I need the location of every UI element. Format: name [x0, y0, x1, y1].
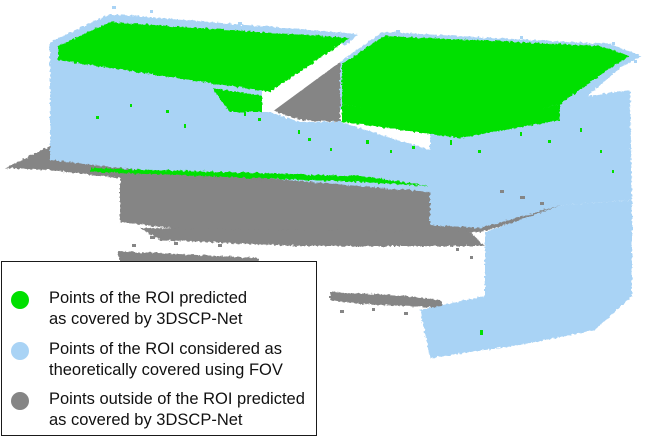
roof-gap: [262, 42, 352, 112]
legend-label-line: theoretically covered using FOV: [49, 361, 283, 379]
blue-wall-left: [50, 55, 430, 192]
legend-label-outside-roi: Points outside of the ROI predicted as c…: [49, 389, 305, 431]
legend-label-line: Points of the ROI predicted: [49, 289, 248, 307]
green-roof-left: [58, 22, 350, 92]
predicted-roi-points: [58, 22, 630, 186]
legend-label-theoretical-roi: Points of the ROI considered as theoreti…: [49, 339, 283, 381]
blue-wall-right-lower: [485, 200, 632, 350]
legend-item-outside-roi: Points outside of the ROI predicted as c…: [11, 389, 305, 431]
gray-step-upper: [140, 228, 485, 246]
blue-wall-step: [420, 296, 485, 358]
green-band-left: [212, 88, 262, 112]
scattered-blue-points: [112, 6, 637, 63]
scattered-green-points: [96, 104, 614, 335]
green-dot-icon: [11, 291, 29, 309]
legend-label-predicted-roi: Points of the ROI predicted as covered b…: [49, 288, 247, 330]
gray-gap-center: [272, 62, 340, 122]
legend-label-line: as covered by 3DSCP-Net: [49, 310, 243, 328]
green-roof-right: [342, 36, 630, 128]
legend-item-theoretical-roi: Points of the ROI considered as theoreti…: [11, 339, 283, 381]
gray-strip-bottom-right: [330, 292, 445, 308]
legend-label-line: as covered by 3DSCP-Net: [49, 411, 243, 429]
legend-label-line: Points outside of the ROI predicted: [49, 390, 305, 408]
green-band-right: [342, 104, 560, 138]
legend: Points of the ROI predicted as covered b…: [1, 261, 317, 436]
green-edge-floor: [90, 168, 430, 186]
legend-item-predicted-roi: Points of the ROI predicted as covered b…: [11, 288, 247, 330]
scattered-gray-points: [132, 190, 544, 315]
light-blue-dot-icon: [11, 342, 29, 360]
gray-dot-icon: [11, 392, 29, 410]
legend-label-line: Points of the ROI considered as: [49, 340, 282, 358]
